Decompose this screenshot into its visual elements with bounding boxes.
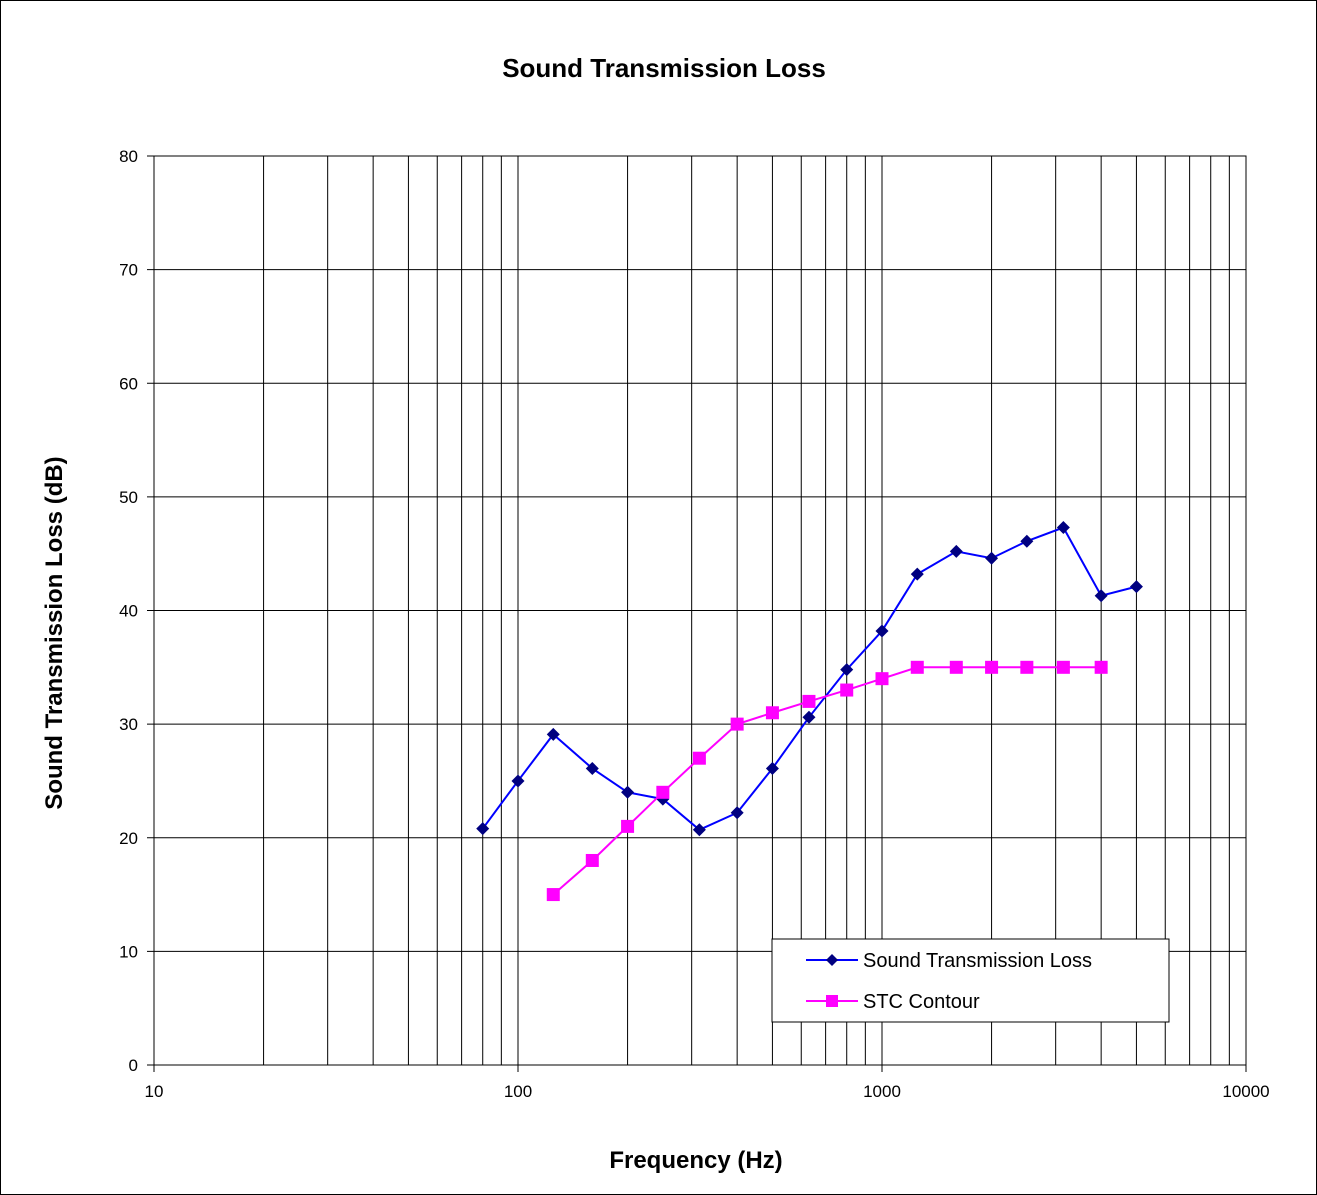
y-tick-label: 10 bbox=[119, 942, 138, 961]
y-tick-label: 60 bbox=[119, 374, 138, 393]
legend-box bbox=[771, 938, 1170, 1023]
series-stc-point bbox=[875, 672, 889, 686]
x-axis-label: Frequency (Hz) bbox=[609, 1147, 782, 1174]
series-stc bbox=[546, 660, 1108, 902]
plot-area: 10 100 1000 10000 0 10 20 30 40 50 60 70 80 bbox=[119, 147, 1270, 1101]
series-stc-point bbox=[585, 853, 599, 867]
series-stc-point bbox=[656, 785, 670, 799]
x-tick-label: 100 bbox=[504, 1082, 532, 1101]
series-stl-point bbox=[875, 624, 889, 638]
series-stc-point bbox=[985, 660, 999, 674]
series-stc-point bbox=[1056, 660, 1070, 674]
series-stl-point bbox=[1094, 589, 1108, 603]
series-stl-point bbox=[546, 727, 560, 741]
series-stl-point bbox=[840, 663, 854, 677]
series-stl-point bbox=[949, 544, 963, 558]
series-stl-point bbox=[511, 774, 525, 788]
series-stc-point bbox=[765, 706, 779, 720]
y-tick-label: 80 bbox=[119, 147, 138, 166]
series-stl-point bbox=[621, 785, 635, 799]
y-tick-label: 0 bbox=[129, 1056, 138, 1075]
y-tick-label: 50 bbox=[119, 488, 138, 507]
legend-stl-label: Sound Transmission Loss bbox=[863, 950, 1092, 972]
series-stl bbox=[476, 521, 1143, 837]
series-stc-point bbox=[840, 683, 854, 697]
legend-stc-marker bbox=[826, 995, 838, 1007]
x-tick-label: 1000 bbox=[863, 1082, 901, 1101]
y-tick-marks: 0 10 20 30 40 50 60 70 80 bbox=[119, 147, 154, 1075]
y-tick-label: 40 bbox=[119, 602, 138, 621]
legend-stl-marker bbox=[826, 954, 838, 966]
series-stc-point bbox=[1094, 660, 1108, 674]
y-tick-label: 70 bbox=[119, 261, 138, 280]
series-stc-point bbox=[692, 751, 706, 765]
series-stl-point bbox=[1056, 521, 1070, 535]
y-axis-label: Sound Transmission Loss (dB) bbox=[41, 456, 68, 809]
series-stc-point bbox=[730, 717, 744, 731]
series-stl-point bbox=[802, 710, 816, 724]
series-stc-point bbox=[546, 888, 560, 902]
series-stl-point bbox=[692, 823, 706, 837]
series-stl-point bbox=[910, 567, 924, 581]
series-stl-point bbox=[985, 551, 999, 565]
x-tick-label: 10000 bbox=[1222, 1082, 1269, 1101]
legend: Sound Transmission Loss STC Contour bbox=[771, 938, 1170, 1023]
legend-stc-label: STC Contour bbox=[863, 991, 980, 1013]
series-stl-point bbox=[765, 761, 779, 775]
series-stl-point bbox=[1129, 580, 1143, 594]
legend-entry-stl: Sound Transmission Loss bbox=[806, 950, 1092, 972]
series-stc-point bbox=[621, 819, 635, 833]
legend-entry-stc: STC Contour bbox=[806, 991, 980, 1013]
series-stl-point bbox=[476, 822, 490, 836]
series-stc-point bbox=[802, 694, 816, 708]
x-tick-label: 10 bbox=[145, 1082, 164, 1101]
series-stc-point bbox=[949, 660, 963, 674]
y-tick-label: 20 bbox=[119, 829, 138, 848]
chart-title: Sound Transmission Loss bbox=[502, 53, 826, 83]
y-tick-label: 30 bbox=[119, 715, 138, 734]
series-lines bbox=[476, 521, 1143, 902]
x-tick-marks: 10 100 1000 10000 bbox=[145, 1065, 1270, 1101]
series-stl-point bbox=[1020, 534, 1034, 548]
grid-lines bbox=[154, 156, 1246, 1065]
series-stc-point bbox=[1020, 660, 1034, 674]
series-stl-point bbox=[585, 761, 599, 775]
series-stc-line bbox=[552, 666, 1102, 896]
series-stc-point bbox=[910, 660, 924, 674]
series-stl-point bbox=[730, 806, 744, 820]
